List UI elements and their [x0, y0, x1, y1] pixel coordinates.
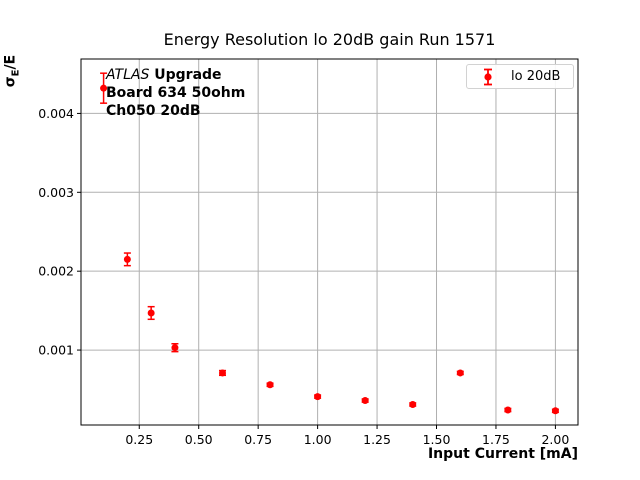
data-point	[123, 255, 131, 263]
data-point	[266, 381, 274, 389]
y-tick-label: 0.003	[38, 185, 74, 200]
legend-box: lo 20dB	[466, 64, 574, 89]
y-tick-label: 0.001	[38, 343, 74, 358]
x-axis-label: Input Current [mA]	[427, 446, 578, 462]
ylabel-rest: /E	[2, 54, 19, 70]
data-point	[409, 400, 417, 408]
annotation-block: ATLAS Upgrade Board 634 50ohm Ch050 20dB	[106, 66, 245, 120]
data-point	[361, 397, 369, 405]
x-tick-label: 0.50	[185, 432, 213, 447]
x-tick-label: 1.25	[363, 432, 391, 447]
chart-title: Energy Resolution lo 20dB gain Run 1571	[163, 30, 496, 49]
ylabel-subscript: E	[10, 69, 22, 77]
data-point	[218, 369, 226, 377]
annotation-channel: Ch050 20dB	[106, 103, 201, 119]
ylabel-sigma: σ	[2, 76, 19, 88]
x-tick-label: 1.50	[423, 432, 451, 447]
annotation-board: Board 634 50ohm	[106, 85, 246, 101]
x-tick-label: 0.25	[125, 432, 153, 447]
x-tick-label: 0.75	[244, 432, 272, 447]
axes-spines	[80, 58, 579, 426]
x-tick-label: 1.75	[482, 432, 510, 447]
y-axis-label: σE/E	[3, 55, 22, 87]
y-tick-label: 0.002	[38, 264, 74, 279]
data-point	[171, 344, 179, 352]
x-tick-label: 1.00	[304, 432, 332, 447]
annotation-experiment-suffix: Upgrade	[149, 67, 222, 83]
data-point	[504, 406, 512, 414]
y-tick-label: 0.004	[38, 106, 74, 121]
data-point	[314, 393, 322, 401]
annotation-experiment: ATLAS	[106, 67, 150, 83]
legend-label: lo 20dB	[511, 69, 561, 84]
data-point	[551, 407, 559, 415]
annotation-line-1: ATLAS Upgrade	[106, 66, 245, 84]
data-point	[456, 369, 464, 377]
errorbar-icon	[484, 68, 492, 85]
data-point	[147, 309, 155, 317]
data-point	[100, 84, 108, 92]
x-tick-label: 2.00	[541, 432, 569, 447]
